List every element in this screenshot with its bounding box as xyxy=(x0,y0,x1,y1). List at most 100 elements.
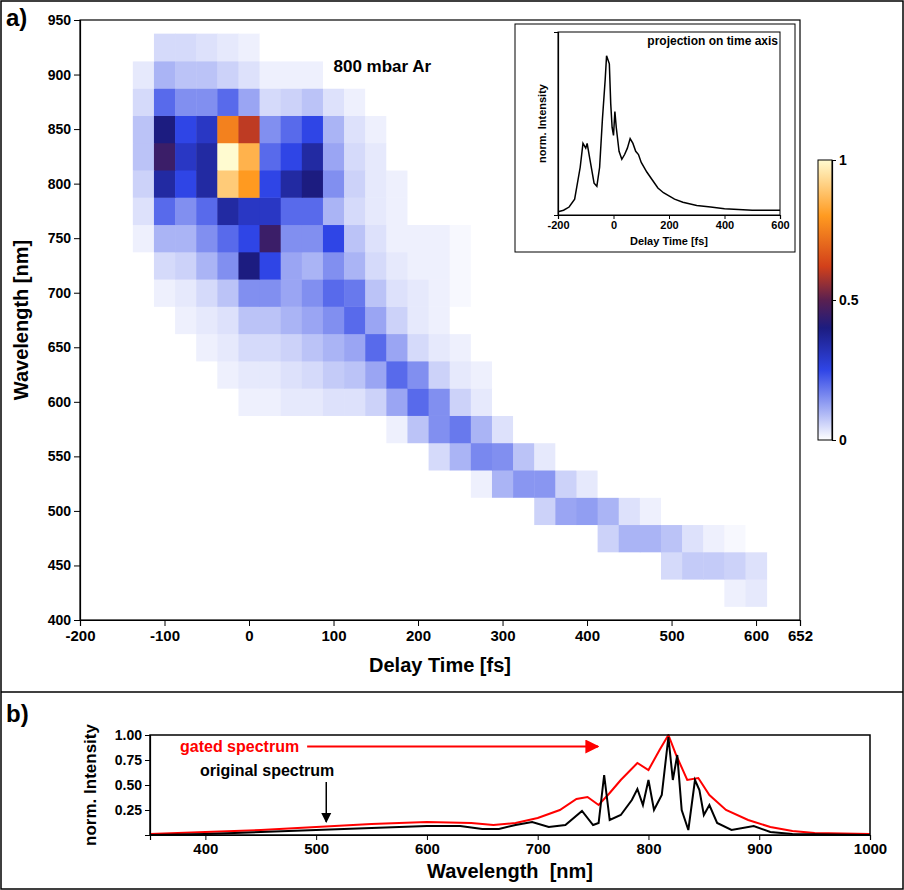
tick-mark xyxy=(74,511,80,512)
heatmap-cell xyxy=(407,552,429,580)
heatmap-cell xyxy=(112,88,134,116)
heatmap-cell xyxy=(365,334,387,362)
heatmap-cell xyxy=(724,525,746,553)
heatmap-cell xyxy=(619,470,641,498)
heatmap-cell xyxy=(238,115,260,143)
heatmap-cell xyxy=(386,334,408,362)
annotation: 800 mbar Ar xyxy=(334,57,432,76)
heatmap-cell xyxy=(217,306,239,334)
tick-mark xyxy=(672,620,673,626)
heatmap-cell xyxy=(471,525,493,553)
heatmap-cell xyxy=(154,197,176,225)
heatmap-cell xyxy=(555,361,577,389)
heatmap-cell xyxy=(471,306,493,334)
heatmap-cell xyxy=(386,388,408,416)
heatmap-cell xyxy=(133,415,155,443)
heatmap-cell xyxy=(682,552,704,580)
heatmap-cell xyxy=(112,170,134,198)
heatmap-cell xyxy=(323,143,345,171)
heatmap-cell xyxy=(576,552,598,580)
heatmap-cell xyxy=(703,525,725,553)
tick-label: 0.75 xyxy=(115,752,142,768)
tick: -100 xyxy=(150,620,180,644)
tick: 1000 xyxy=(854,835,887,857)
inset-y-title: norm. Intensity xyxy=(536,83,548,163)
tick: 450 xyxy=(48,557,80,573)
heatmap-cell xyxy=(175,61,197,89)
heatmap-cell xyxy=(302,334,324,362)
heatmap-cell xyxy=(745,497,767,525)
heatmap-cell xyxy=(217,197,239,225)
heatmap-cell xyxy=(154,497,176,525)
heatmap-cell xyxy=(302,34,324,62)
heatmap-cell xyxy=(196,225,218,253)
heatmap-cell xyxy=(217,497,239,525)
heatmap-cell xyxy=(555,388,577,416)
heatmap-cell xyxy=(323,552,345,580)
heatmap-cell xyxy=(365,170,387,198)
heatmap-cell xyxy=(407,579,429,607)
heatmap-cell xyxy=(555,470,577,498)
tick-mark xyxy=(165,620,166,626)
heatmap-cell xyxy=(598,334,620,362)
heatmap-cell xyxy=(471,279,493,307)
heatmap-cell xyxy=(682,470,704,498)
heatmap-cell xyxy=(154,279,176,307)
tick: 0.5 xyxy=(832,292,859,308)
heatmap-cell xyxy=(302,525,324,553)
heatmap-cell xyxy=(450,361,472,389)
heatmap-cell xyxy=(703,279,725,307)
heatmap-cell xyxy=(365,197,387,225)
heatmap-cell xyxy=(196,415,218,443)
tick: 100 xyxy=(322,620,347,644)
heatmap-cell xyxy=(323,88,345,116)
heatmap-cell xyxy=(344,525,366,553)
tick-mark xyxy=(145,760,150,761)
heatmap-cell xyxy=(429,361,451,389)
heatmap-cell xyxy=(260,415,282,443)
axis-line xyxy=(554,33,559,216)
heatmap-cell xyxy=(154,88,176,116)
heatmap-cell xyxy=(238,34,260,62)
heatmap-cell xyxy=(260,225,282,253)
heatmap-cell xyxy=(429,443,451,471)
heatmap-cell xyxy=(217,552,239,580)
tick: 0.50 xyxy=(115,777,150,793)
spectrum-line xyxy=(150,737,870,835)
tick: 0 xyxy=(832,432,847,448)
heatmap-cell xyxy=(724,388,746,416)
tick-mark xyxy=(74,620,80,621)
tick: 400 xyxy=(48,612,80,628)
heatmap-cell xyxy=(302,197,324,225)
heatmap-cell xyxy=(217,415,239,443)
heatmap-cell xyxy=(534,497,556,525)
heatmap-cell xyxy=(492,252,514,280)
heatmap-cell xyxy=(133,579,155,607)
heatmap-cell xyxy=(323,306,345,334)
heatmap-cell xyxy=(724,579,746,607)
heatmap-cell xyxy=(281,170,303,198)
heatmap-cell xyxy=(534,306,556,334)
heatmap-cell xyxy=(471,34,493,62)
plot-frame xyxy=(150,735,870,835)
tick: 200 xyxy=(660,215,678,231)
tick: 900 xyxy=(747,835,772,857)
tick-mark xyxy=(756,620,757,626)
heatmap-cell xyxy=(238,552,260,580)
heatmap-cell xyxy=(492,306,514,334)
heatmap-cell xyxy=(175,252,197,280)
inset-x-axis: -2000200400600 xyxy=(547,215,789,231)
heatmap-cell xyxy=(344,361,366,389)
x-axis-title: Wavelength [nm] xyxy=(427,860,593,882)
heatmap-cell xyxy=(281,361,303,389)
heatmap-cell xyxy=(450,415,472,443)
heatmap-cell xyxy=(154,388,176,416)
heatmap-cell xyxy=(513,497,535,525)
heatmap-cell xyxy=(175,470,197,498)
heatmap-cell xyxy=(217,34,239,62)
heatmap-cell xyxy=(682,252,704,280)
heatmap-cell xyxy=(598,388,620,416)
heatmap-cell xyxy=(492,552,514,580)
heatmap-cell xyxy=(281,415,303,443)
heatmap-cell xyxy=(450,579,472,607)
